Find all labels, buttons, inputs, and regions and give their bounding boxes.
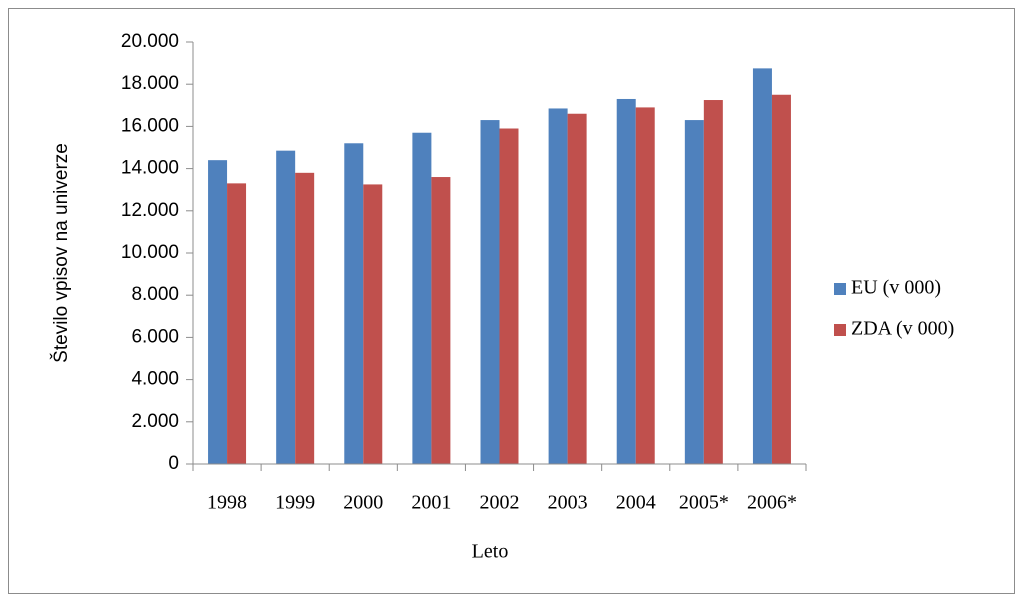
x-tick-label: 2005* <box>679 492 729 514</box>
bar <box>635 107 655 464</box>
legend-label: EU (v 000) <box>851 277 941 299</box>
bar <box>567 113 587 465</box>
legend-swatch <box>834 283 846 295</box>
y-tick-label: 0 <box>168 453 179 474</box>
y-tick-label: 16.000 <box>121 115 179 136</box>
x-tick-label: 2003 <box>548 492 588 514</box>
x-tick-label: 1999 <box>275 492 315 514</box>
y-tick-label: 12.000 <box>121 200 179 221</box>
x-tick-label: 1998 <box>207 492 247 514</box>
y-tick-label: 2.000 <box>131 411 179 432</box>
bar <box>548 108 568 464</box>
y-tick-label: 18.000 <box>121 73 179 94</box>
bar <box>752 68 772 464</box>
legend-label: ZDA (v 000) <box>851 318 954 340</box>
y-tick-label: 8.000 <box>131 284 179 305</box>
x-tick-label: 2004 <box>616 492 656 514</box>
x-tick-label: 2002 <box>480 492 520 514</box>
bar <box>771 94 791 464</box>
bar <box>480 120 500 464</box>
bar <box>412 132 432 465</box>
bar <box>703 100 723 465</box>
bar <box>684 120 704 464</box>
y-tick-label: 14.000 <box>121 158 179 179</box>
x-tick-label: 2006* <box>747 492 797 514</box>
bar <box>431 177 451 465</box>
bar <box>208 160 228 464</box>
y-tick-label: 4.000 <box>131 369 179 390</box>
bar <box>295 172 315 464</box>
bar <box>227 183 247 464</box>
legend-swatch <box>834 324 846 336</box>
bar <box>363 184 383 465</box>
y-tick-label: 6.000 <box>131 326 179 347</box>
x-axis-title: Leto <box>472 541 509 563</box>
bar <box>344 143 364 464</box>
bar <box>616 98 636 464</box>
y-tick-label: 10.000 <box>121 242 179 263</box>
y-axis-title: Število vpisov na univerze <box>50 143 72 363</box>
x-tick-label: 2001 <box>411 492 451 514</box>
y-tick-label: 20.000 <box>121 31 179 52</box>
x-tick-label: 2000 <box>343 492 383 514</box>
bar <box>499 128 519 464</box>
bar <box>276 150 296 465</box>
